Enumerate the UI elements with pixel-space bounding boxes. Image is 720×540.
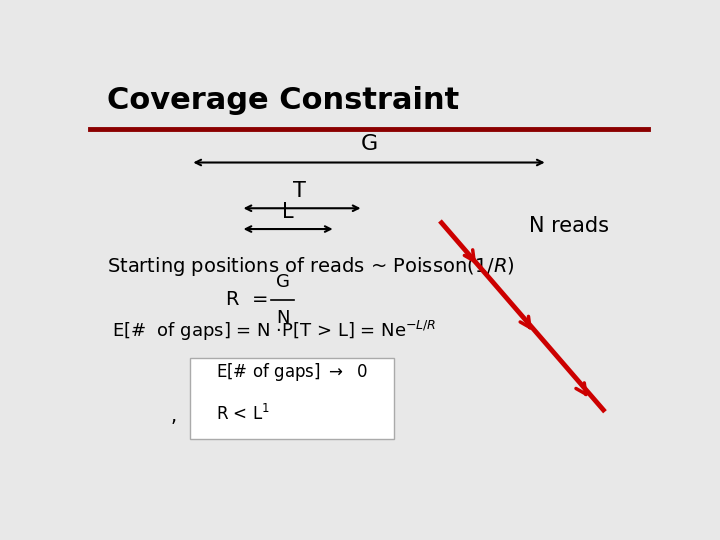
Text: R < L$^{1}$: R < L$^{1}$ <box>215 404 269 424</box>
Text: ,: , <box>171 407 177 426</box>
FancyBboxPatch shape <box>190 358 394 439</box>
Text: T: T <box>293 181 306 201</box>
Text: N reads: N reads <box>529 215 609 236</box>
Text: Coverage Constraint: Coverage Constraint <box>107 85 459 114</box>
Text: E[#  of gaps] = N $\cdot$P[T > L] = Ne$^{-L/R}$: E[# of gaps] = N $\cdot$P[T > L] = Ne$^{… <box>112 319 437 343</box>
Text: G: G <box>276 273 289 292</box>
Text: E[# of gaps] $\rightarrow$  0: E[# of gaps] $\rightarrow$ 0 <box>215 361 367 383</box>
Text: R  =: R = <box>226 290 269 309</box>
Text: G: G <box>361 134 377 154</box>
Text: N: N <box>276 309 289 327</box>
Text: L: L <box>282 201 294 221</box>
Text: Starting positions of reads ~ Poisson(1/$\it{R}$): Starting positions of reads ~ Poisson(1/… <box>107 255 514 278</box>
